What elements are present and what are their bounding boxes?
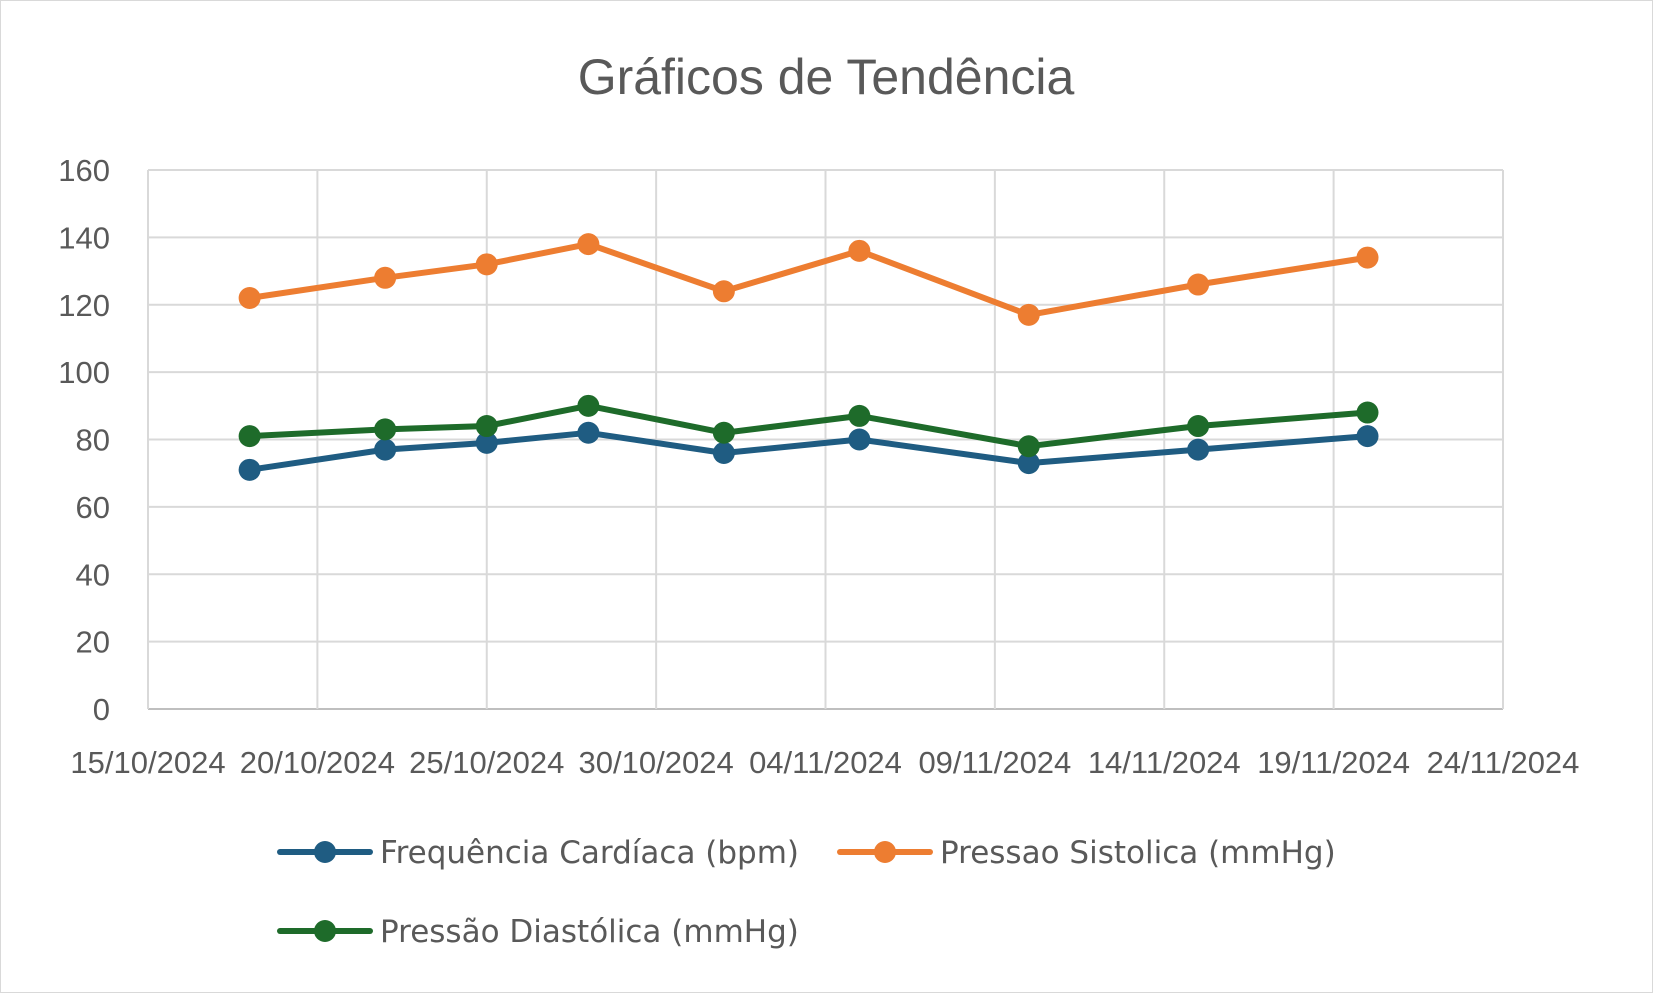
- legend-label: Frequência Cardíaca (bpm): [380, 835, 799, 871]
- data-point: [475, 253, 498, 276]
- x-tick-label: 15/10/2024: [70, 745, 225, 780]
- data-point: [577, 233, 600, 256]
- legend-label: Pressao Sistolica (mmHg): [940, 835, 1336, 871]
- data-point: [1017, 435, 1040, 458]
- x-axis-ticks: 15/10/2024 20/10/2024 25/10/2024 30/10/2024…: [70, 745, 1579, 780]
- x-tick-label: 30/10/2024: [579, 745, 734, 780]
- x-tick-label: 19/11/2024: [1257, 745, 1410, 780]
- chart-title: Gráficos de Tendência: [578, 49, 1075, 105]
- data-point: [1187, 415, 1210, 438]
- y-tick-label: 80: [76, 423, 110, 458]
- data-point: [374, 266, 397, 289]
- data-point: [712, 441, 735, 464]
- data-point: [374, 438, 397, 461]
- data-point: [848, 239, 871, 262]
- x-tick-label: 20/10/2024: [240, 745, 395, 780]
- data-point: [238, 287, 261, 310]
- y-tick-label: 100: [58, 355, 110, 390]
- data-point: [238, 425, 261, 448]
- data-point: [374, 418, 397, 441]
- legend-item: Frequência Cardíaca (bpm): [277, 835, 799, 871]
- x-tick-label: 24/11/2024: [1427, 745, 1580, 780]
- y-tick-label: 40: [76, 557, 110, 592]
- x-tick-label: 25/10/2024: [409, 745, 564, 780]
- y-tick-label: 160: [58, 153, 110, 188]
- legend-marker: [314, 841, 336, 863]
- series-3: [238, 394, 1379, 458]
- data-point: [1187, 273, 1210, 296]
- data-point: [712, 421, 735, 444]
- data-point: [848, 428, 871, 451]
- data-point: [475, 415, 498, 438]
- data-point: [712, 280, 735, 303]
- y-tick-label: 120: [58, 288, 110, 323]
- y-tick-label: 140: [58, 220, 110, 255]
- x-tick-label: 14/11/2024: [1088, 745, 1241, 780]
- legend-item: Pressão Diastólica (mmHg): [277, 914, 799, 950]
- data-point: [577, 421, 600, 444]
- data-point: [1187, 438, 1210, 461]
- legend-marker: [874, 841, 896, 863]
- data-point: [1356, 401, 1379, 424]
- legend: Frequência Cardíaca (bpm) Pressao Sistoli…: [277, 835, 1336, 950]
- data-point: [238, 458, 261, 481]
- y-tick-label: 20: [76, 625, 110, 660]
- series-2: [238, 233, 1379, 326]
- data-point: [1017, 452, 1040, 475]
- data-point: [1356, 425, 1379, 448]
- data-point: [1017, 303, 1040, 326]
- x-tick-label: 09/11/2024: [918, 745, 1071, 780]
- series-layer: [238, 233, 1379, 481]
- legend-marker: [314, 920, 336, 942]
- y-tick-label: 0: [93, 692, 110, 727]
- data-point: [848, 404, 871, 427]
- y-axis-ticks: 0 20 40 60 80 100 120 140 160: [58, 153, 110, 727]
- y-tick-label: 60: [76, 490, 110, 525]
- data-point: [577, 394, 600, 417]
- series-1: [238, 421, 1379, 481]
- legend-label: Pressão Diastólica (mmHg): [380, 914, 799, 950]
- data-point: [1356, 246, 1379, 269]
- data-point: [475, 431, 498, 454]
- legend-item: Pressao Sistolica (mmHg): [837, 835, 1336, 871]
- x-tick-label: 04/11/2024: [749, 745, 902, 780]
